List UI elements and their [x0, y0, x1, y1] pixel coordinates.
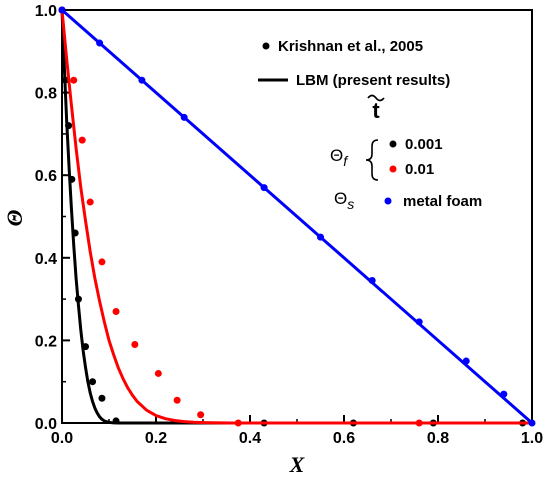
legend-solid-symbol-main: Θ	[334, 189, 347, 208]
series-0-point-8	[98, 394, 106, 402]
x-tick-label-0: 0.0	[51, 430, 73, 447]
x-tick-label-2: 0.4	[239, 430, 261, 447]
legend-label-metal-foam: metal foam	[403, 193, 482, 210]
series-1-point-9	[197, 411, 205, 419]
series-1-point-8	[173, 396, 181, 404]
legend-time-header: t	[372, 98, 380, 123]
series-1-point-5	[112, 307, 120, 315]
legend-symbol-marker	[262, 42, 270, 50]
series-line-1	[60, 9, 532, 425]
legend-solid-symbol-sub: s	[347, 196, 354, 212]
series-0-point-1	[61, 76, 69, 84]
x-tick-label-1: 0.2	[145, 430, 167, 447]
series-0	[58, 6, 532, 427]
series-2-point-5	[317, 233, 324, 241]
series-2-point-10	[528, 419, 536, 427]
series-1-point-3	[86, 198, 94, 206]
y-axis-label: Θ	[2, 209, 27, 226]
legend-fluid-symbol-sub: f	[343, 153, 349, 169]
legend-label-0001: 0.001	[405, 136, 443, 153]
series-layer	[58, 6, 536, 427]
series-1-point-1	[70, 76, 78, 84]
series-0-point-9	[112, 417, 120, 425]
legend-symbol-label: Krishnan et al., 2005	[278, 38, 423, 55]
series-0-point-4	[71, 229, 79, 237]
series-1-point-10	[234, 419, 242, 427]
y-tick-label-5: 1.0	[35, 3, 57, 20]
legend-label-001: 0.01	[405, 161, 434, 178]
series-2-point-4	[260, 184, 268, 192]
series-2-point-9	[500, 390, 508, 398]
x-tick-label-3: 0.6	[333, 430, 355, 447]
series-0-point-7	[89, 378, 97, 386]
series-2-point-1	[96, 39, 104, 47]
series-2-point-2	[138, 76, 146, 84]
series-1-point-7	[154, 369, 162, 377]
legend: Krishnan et al., 2005 LBM (present resul…	[258, 38, 482, 212]
series-2-point-7	[415, 318, 423, 326]
plot-area: 0.0 0.2 0.4 0.6 0.8 1.0 0.0 0.2 0.4 0.6 0.8 1.0	[35, 3, 543, 447]
x-axis-label: X	[289, 452, 306, 477]
legend-marker-0001	[389, 140, 397, 148]
legend-marker-001	[389, 165, 397, 173]
series-1-point-2	[78, 136, 86, 144]
legend-fluid-brace	[365, 139, 379, 181]
y-tick-label-4: 0.8	[35, 86, 57, 103]
series-2-point-0	[58, 6, 66, 14]
x-tick-label-5: 1.0	[521, 430, 543, 447]
legend-line-label: LBM (present results)	[296, 72, 450, 89]
series-1-point-6	[131, 341, 139, 349]
series-2-point-6	[368, 277, 376, 285]
y-tick-label-1: 0.2	[35, 333, 57, 350]
legend-time-tilde	[367, 94, 385, 102]
legend-fluid-symbol-main: Θ	[330, 146, 343, 165]
series-0-point-6	[82, 343, 89, 351]
y-tick-label-0: 0.0	[35, 416, 57, 433]
series-2-point-3	[180, 113, 188, 121]
series-0-point-3	[68, 175, 76, 183]
legend-marker-metal-foam	[384, 197, 392, 205]
y-tick-label-3: 0.6	[35, 168, 57, 185]
series-1-point-11	[415, 419, 423, 427]
series-2-point-8	[462, 357, 470, 365]
series-2	[58, 6, 536, 427]
x-tick-label-4: 0.8	[427, 430, 449, 447]
series-0-point-5	[74, 295, 82, 303]
legend-fluid-symbol: Θf	[330, 146, 349, 169]
series-line-0	[60, 9, 532, 425]
y-tick-label-2: 0.4	[35, 251, 57, 268]
series-1-point-4	[98, 258, 106, 266]
series-0-point-2	[65, 122, 73, 130]
tick-labels: 0.0 0.2 0.4 0.6 0.8 1.0 0.0 0.2 0.4 0.6 0.8 1.0	[35, 3, 543, 447]
legend-solid-symbol: Θs	[334, 189, 354, 212]
